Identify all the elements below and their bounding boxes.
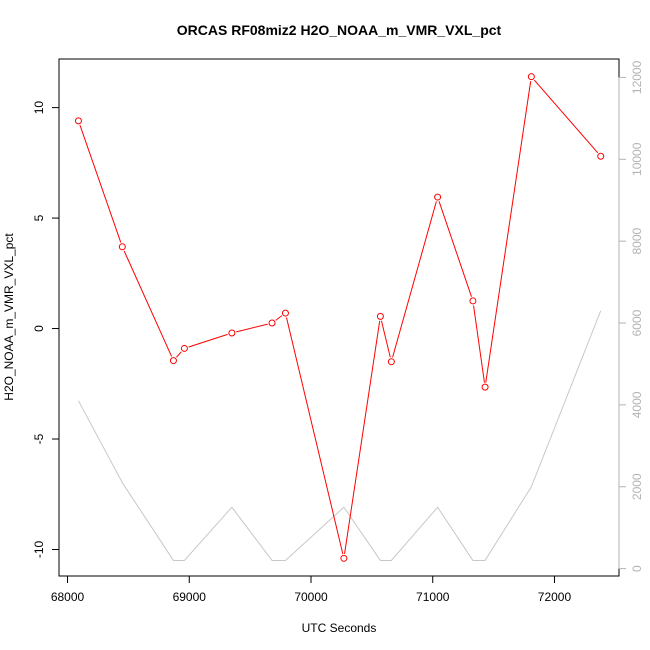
series-line (78, 310, 602, 561)
y-tick-label: 5 (32, 214, 46, 221)
data-point (340, 554, 348, 562)
y2-tick-label: 12000 (630, 60, 644, 94)
y-tick-label: -5 (32, 433, 46, 444)
data-point (387, 358, 395, 366)
series-line-segment (344, 320, 381, 554)
series-line-segment (485, 81, 532, 383)
y2-tick-label: 6000 (630, 309, 644, 336)
axes: 68000 69000 70000 71000 72000 -10 -5 0 5 10 0 2000 4… (32, 60, 644, 604)
chart-title: ORCAS RF08miz2 H2O_NOAA_m_VMR_VXL_pct (177, 22, 502, 38)
y-axis-label: H2O_NOAA_m_VMR_VXL_pct (2, 233, 16, 401)
y-tick-label: 10 (32, 101, 46, 115)
series-line-segment (533, 79, 599, 154)
data-point (228, 329, 236, 337)
series-line-segment (123, 250, 173, 357)
x-tick-label: 70000 (294, 590, 328, 604)
y-tick-label: 0 (32, 325, 46, 332)
series-line-segment (438, 201, 472, 297)
x-tick-label: 69000 (173, 590, 207, 604)
series-line-segment (285, 317, 344, 555)
data-point (469, 297, 477, 305)
series-line-segment (473, 305, 485, 383)
data-point (268, 319, 276, 327)
y2-tick-label: 0 (630, 565, 644, 572)
data-point (481, 383, 489, 391)
y2-tick-label: 2000 (630, 473, 644, 500)
series-primary (74, 73, 605, 562)
y2-tick-label: 4000 (630, 391, 644, 418)
x-tick-label: 68000 (51, 590, 85, 604)
data-point (74, 117, 82, 125)
data-point (434, 193, 442, 201)
x-axis-label: UTC Seconds (302, 621, 377, 635)
data-point (118, 243, 126, 251)
series-line-segment (176, 351, 182, 358)
x-tick-label: 71000 (416, 590, 450, 604)
data-point (376, 312, 384, 320)
data-point (597, 152, 605, 160)
series-line-segment (79, 124, 122, 243)
series-line-segment (236, 323, 268, 333)
y2-tick-label: 10000 (630, 142, 644, 176)
series-line-segment (275, 315, 283, 321)
series-line-segment (392, 201, 437, 358)
data-point (527, 73, 535, 81)
y2-tick-label: 8000 (630, 227, 644, 254)
series-line-segment (188, 333, 228, 348)
data-point (281, 309, 289, 317)
series-layer (74, 73, 605, 562)
plot-frame (58, 58, 620, 577)
x-tick-label: 72000 (538, 590, 572, 604)
series-secondary (78, 310, 602, 561)
data-point (180, 344, 188, 352)
y-tick-label: -10 (32, 540, 46, 558)
series-line-segment (380, 320, 391, 358)
data-point (169, 357, 177, 365)
